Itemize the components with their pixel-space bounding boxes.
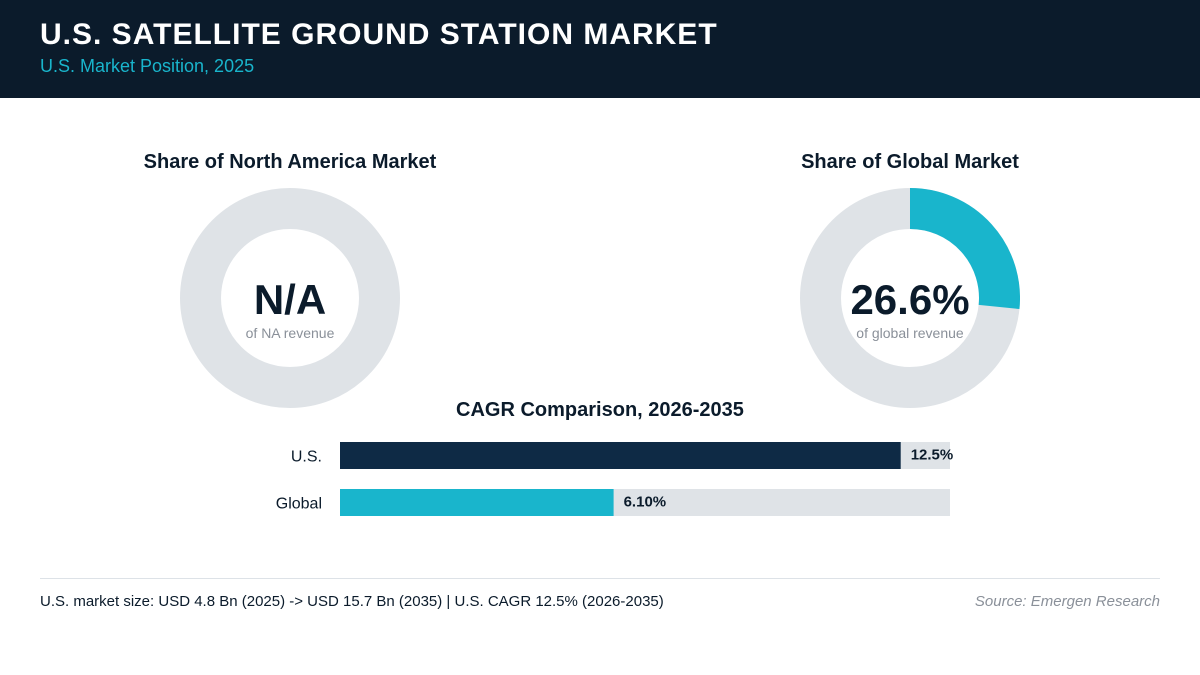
header-banner: U.S. SATELLITE GROUND STATION MARKET U.S… <box>0 0 1200 98</box>
cagr-category-label-u-s: U.S. <box>291 449 322 466</box>
global-donut-share-arc <box>909 188 1020 310</box>
na-share-value: N/A <box>253 276 327 323</box>
footer-market-note: U.S. market size: USD 4.8 Bn (2025) -> U… <box>40 593 664 610</box>
cagr-bar-global <box>340 489 614 516</box>
global-share-value: 26.6% <box>850 276 970 323</box>
cagr-value-label-u-s: 12.5% <box>911 447 954 464</box>
cagr-chart-title: CAGR Comparison, 2026-2035 <box>456 399 744 421</box>
global-share-caption: of global revenue <box>856 325 964 341</box>
cagr-bar-chart: U.S. 12.5% Global 6.10% <box>276 442 954 516</box>
global-share-donut <box>800 188 1020 408</box>
na-share-caption: of NA revenue <box>245 325 335 341</box>
footer-divider <box>40 578 1160 579</box>
global-share-title: Share of Global Market <box>801 151 1019 173</box>
na-share-title: Share of North America Market <box>143 151 437 173</box>
page-title: U.S. SATELLITE GROUND STATION MARKET <box>40 18 718 51</box>
na-donut-track <box>180 188 400 408</box>
footer-source: Source: Emergen Research <box>974 593 1160 610</box>
cagr-category-label-global: Global <box>276 496 322 513</box>
cagr-value-label-global: 6.10% <box>624 494 667 511</box>
na-share-donut <box>180 188 400 408</box>
cagr-bar-u-s <box>340 442 901 469</box>
page-subtitle: U.S. Market Position, 2025 <box>40 56 255 76</box>
